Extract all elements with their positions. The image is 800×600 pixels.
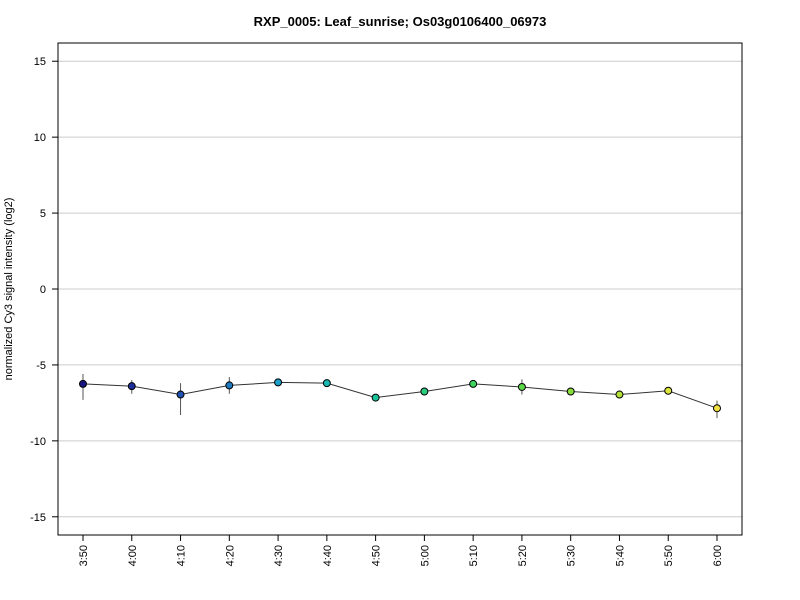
x-tick-label: 4:20: [224, 545, 236, 566]
data-point: [322, 379, 331, 388]
y-tick-label: -5: [36, 360, 46, 372]
y-tick-label: -10: [30, 436, 46, 448]
data-point: [225, 381, 234, 390]
data-point: [274, 378, 283, 387]
x-tick-label: 4:50: [371, 545, 383, 566]
data-point: [469, 379, 478, 388]
y-tick-label: 0: [40, 284, 46, 296]
grid-lines: [58, 60, 742, 518]
data-point: [127, 382, 136, 391]
data-point: [79, 379, 87, 388]
x-tick-label: 5:50: [663, 545, 675, 566]
y-tick-label: 10: [34, 132, 46, 144]
chart-title: RXP_0005: Leaf_sunrise; Os03g0106400_069…: [254, 14, 547, 29]
data-point: [176, 390, 185, 399]
data-point: [566, 387, 575, 396]
x-tick-label: 4:40: [322, 545, 334, 566]
y-axis-label: normalized Cy3 signal intensity (log2): [3, 198, 15, 381]
y-axis: -15 -10 -5 0 5 10 15: [30, 56, 58, 524]
data-point: [615, 390, 624, 399]
x-tick-label: 5:40: [614, 545, 626, 566]
data-point: [713, 404, 721, 413]
x-tick-label: 4:00: [127, 545, 139, 566]
x-tick-label: 5:20: [517, 545, 529, 566]
data-point: [664, 386, 673, 395]
data-point: [420, 387, 429, 396]
x-axis: 3:50 4:00 4:10 4:20 4:30 4:40 4:50 5:00 5:10 5:20…: [78, 534, 724, 566]
series-line: [82, 381, 718, 409]
series: [79, 374, 721, 419]
y-tick-label: 5: [40, 208, 46, 220]
x-tick-label: 4:10: [176, 545, 188, 566]
x-tick-label: 5:10: [468, 545, 480, 566]
x-tick-label: 6:00: [712, 545, 724, 566]
x-tick-label: 5:30: [566, 545, 578, 566]
data-point: [517, 382, 526, 391]
y-tick-label: -15: [30, 512, 46, 524]
x-tick-label: 4:30: [273, 545, 285, 566]
data-point: [371, 393, 380, 402]
x-tick-label: 5:00: [419, 545, 431, 566]
y-tick-label: 15: [34, 56, 46, 68]
x-tick-label: 3:50: [78, 545, 90, 566]
